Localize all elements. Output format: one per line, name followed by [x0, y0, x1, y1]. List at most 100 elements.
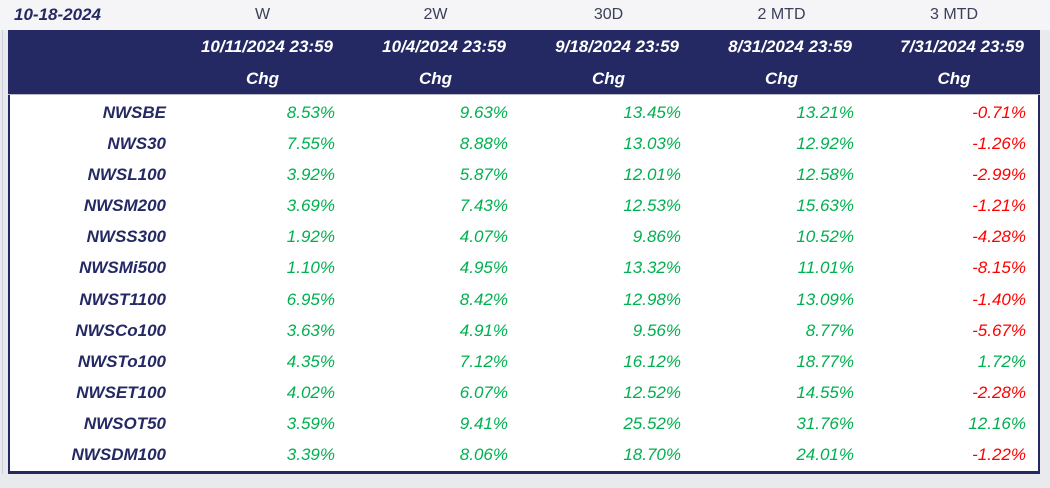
chg-value: 3.92% [286, 164, 335, 184]
chg-value: 3.39% [286, 445, 335, 465]
chg-value: 12.98% [623, 289, 681, 309]
chg-value: 16.12% [623, 351, 681, 371]
performance-table: 10/11/2024 23:59 10/4/2024 23:59 9/18/20… [2, 30, 1040, 474]
table-row: NWSDM100 3.39% 8.06% 18.70% 24.01% -1.22% [10, 440, 1038, 471]
chg-value: -1.26% [972, 133, 1026, 153]
chg-value: 13.03% [623, 133, 681, 153]
chg-value: 4.35% [286, 351, 335, 371]
chg-value: 8.06% [459, 445, 508, 465]
chg-value: 3.69% [286, 196, 335, 216]
chg-value: 1.10% [286, 258, 335, 278]
chg-value: -1.21% [972, 196, 1026, 216]
table-row: NWS30 7.55% 8.88% 13.03% 12.92% -1.26% [10, 128, 1038, 159]
chg-value: 18.77% [796, 351, 854, 371]
chg-value: 8.77% [805, 320, 854, 340]
chg-value: 3.59% [286, 414, 335, 434]
chg-value: 7.55% [286, 133, 335, 153]
index-name: NWST1100 [79, 289, 166, 309]
table-row: NWSTo100 4.35% 7.12% 16.12% 18.77% 1.72% [10, 346, 1038, 377]
chg-value: 11.01% [797, 258, 854, 278]
date-header-30d: 9/18/2024 23:59 [555, 36, 679, 56]
index-name: NWSM200 [83, 196, 166, 216]
chg-value: -8.15% [972, 258, 1026, 278]
index-name: NWSOT50 [83, 414, 166, 434]
chg-value: 13.21% [796, 102, 854, 122]
chg-value: -1.40% [972, 289, 1026, 309]
chg-header-w: Chg [245, 68, 280, 88]
chg-value: 9.56% [632, 320, 681, 340]
chg-value: 9.86% [632, 227, 681, 247]
chg-value: 5.87% [459, 164, 508, 184]
table-row: NWSMi500 1.10% 4.95% 13.32% 11.01% -8.15% [10, 253, 1038, 284]
chg-value: 31.76% [796, 414, 854, 434]
period-header-3mtd: 3 MTD [930, 6, 978, 23]
chg-value: 10.52% [796, 227, 854, 247]
index-name: NWSMi500 [79, 258, 166, 278]
table-row: NWSBE 8.53% 9.63% 13.45% 13.21% -0.71% [10, 97, 1038, 128]
chg-value: -2.99% [972, 164, 1026, 184]
period-header-30d: 30D [593, 6, 624, 23]
chg-value: 4.91% [459, 320, 508, 340]
date-header-2mtd: 8/31/2024 23:59 [728, 36, 852, 56]
chg-value: 12.52% [623, 383, 681, 403]
chg-value: 1.72% [977, 351, 1026, 371]
chg-value: 12.92% [796, 133, 854, 153]
index-name: NWSL100 [87, 164, 166, 184]
chg-header-3mtd: Chg [937, 68, 971, 88]
table-row: NWSCo100 3.63% 4.91% 9.56% 8.77% -5.67% [10, 315, 1038, 346]
chg-value: 13.32% [623, 258, 681, 278]
date-header-3mtd: 7/31/2024 23:59 [900, 36, 1024, 56]
chg-value: 4.95% [459, 258, 508, 278]
chg-header-2w: Chg [418, 68, 453, 88]
chg-header-30d: Chg [591, 68, 626, 88]
chg-value: 4.07% [459, 227, 508, 247]
table-header-band: 10/11/2024 23:59 10/4/2024 23:59 9/18/20… [8, 30, 1040, 95]
top-header-strip: 10-18-2024 W 2W 30D 2 MTD 3 MTD [0, 0, 1050, 30]
chg-value: 18.70% [623, 445, 681, 465]
chg-value: 12.01% [623, 164, 681, 184]
chg-value: -1.22% [972, 445, 1026, 465]
index-name: NWSS300 [86, 227, 166, 247]
chg-value: 12.53% [623, 196, 681, 216]
chg-value: 8.42% [459, 289, 508, 309]
chg-value: 24.01% [796, 445, 854, 465]
chg-value: -2.28% [972, 383, 1026, 403]
chg-value: 9.41% [459, 414, 508, 434]
table-row: NWST1100 6.95% 8.42% 12.98% 13.09% -1.40% [10, 284, 1038, 315]
table-row: NWSM200 3.69% 7.43% 12.53% 15.63% -1.21% [10, 191, 1038, 222]
index-name: NWSTo100 [77, 351, 166, 371]
period-header-w: W [254, 6, 271, 23]
period-header-2mtd: 2 MTD [757, 6, 806, 23]
chg-value: 13.45% [623, 102, 681, 122]
chg-value: 7.43% [459, 196, 508, 216]
chg-value: -0.71% [972, 102, 1026, 122]
chg-value: 6.07% [459, 383, 508, 403]
chg-value: -4.28% [972, 227, 1026, 247]
table-row: NWSS300 1.92% 4.07% 9.86% 10.52% -4.28% [10, 222, 1038, 253]
as-of-date: 10-18-2024 [14, 5, 101, 24]
table-row: NWSET100 4.02% 6.07% 12.52% 14.55% -2.28% [10, 378, 1038, 409]
index-name: NWSET100 [76, 383, 166, 403]
chg-value: 12.16% [968, 414, 1026, 434]
chg-value: 7.12% [459, 351, 508, 371]
chg-value: 3.63% [286, 320, 335, 340]
chg-header-2mtd: Chg [764, 68, 799, 88]
chg-value: 1.92% [286, 227, 335, 247]
index-name: NWSCo100 [75, 320, 166, 340]
date-header-w: 10/11/2024 23:59 [200, 36, 333, 56]
index-table-body: NWSBE 8.53% 9.63% 13.45% 13.21% -0.71% NWS30 7.… [8, 95, 1040, 474]
chg-value: -5.67% [972, 320, 1026, 340]
period-header-2w: 2W [423, 6, 448, 23]
table-row: NWSOT50 3.59% 9.41% 25.52% 31.76% 12.16% [10, 409, 1038, 440]
chg-value: 4.02% [286, 383, 335, 403]
chg-value: 25.52% [623, 414, 681, 434]
chg-value: 9.63% [459, 102, 508, 122]
chg-value: 13.09% [796, 289, 854, 309]
chg-value: 8.88% [459, 133, 508, 153]
index-name: NWSDM100 [71, 445, 166, 465]
index-name: NWS30 [107, 133, 166, 153]
date-header-2w: 10/4/2024 23:59 [382, 36, 506, 56]
chg-value: 6.95% [286, 289, 335, 309]
index-name: NWSBE [102, 102, 166, 122]
table-row: NWSL100 3.92% 5.87% 12.01% 12.58% -2.99% [10, 159, 1038, 190]
